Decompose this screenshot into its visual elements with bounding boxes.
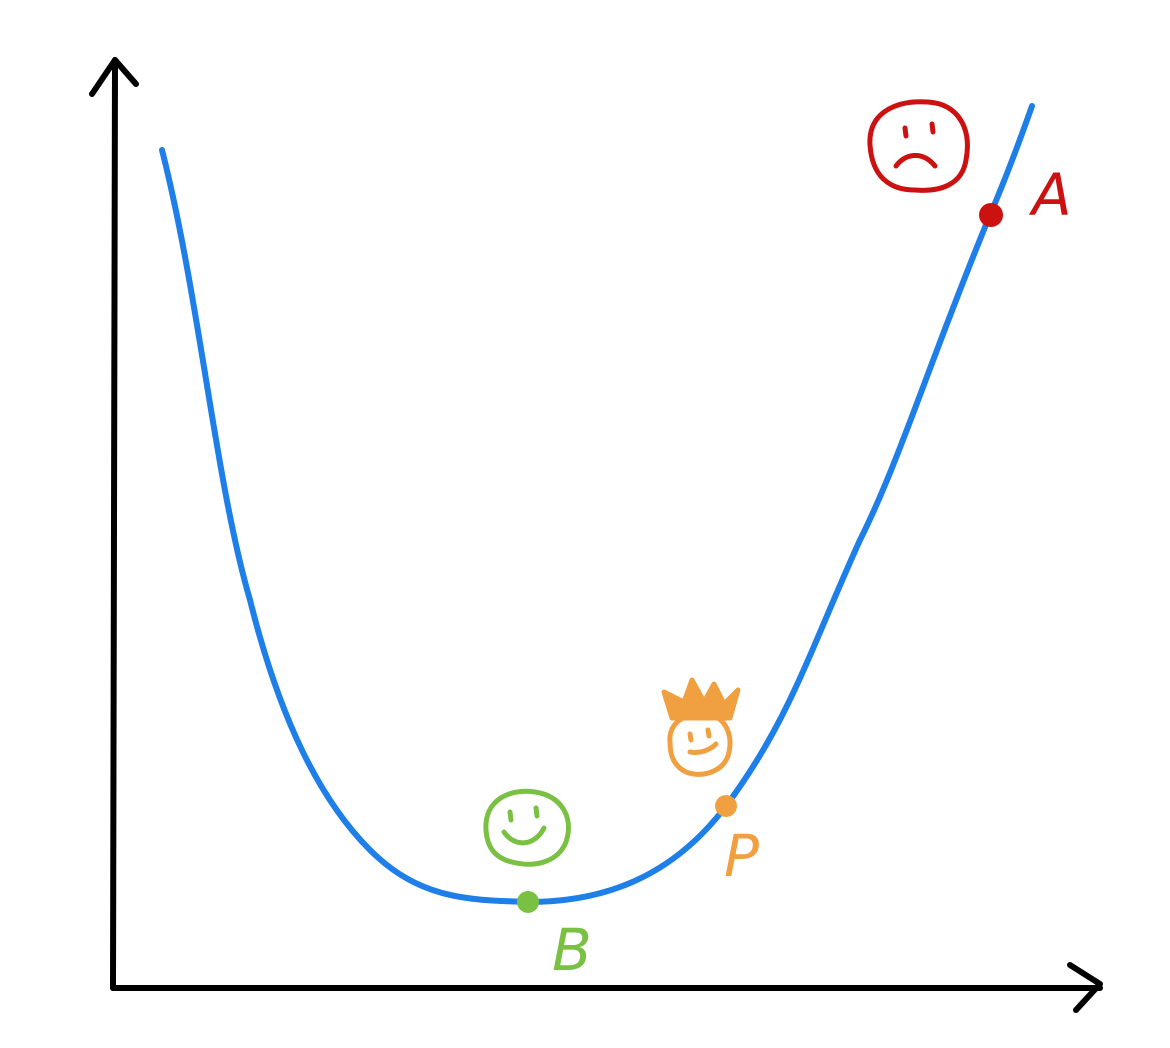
sad-face-icon [867, 99, 970, 193]
point-a-dot [979, 203, 1003, 227]
point-a-group: A [867, 99, 1072, 229]
happy-face-icon [483, 788, 571, 867]
point-b-dot [517, 891, 539, 913]
point-a-label: A [1028, 161, 1072, 229]
point-p-label: P [724, 822, 759, 890]
point-p-group: P [661, 677, 759, 890]
crowned-smirk-face-icon [661, 677, 741, 777]
y-axis-arrowhead [89, 57, 139, 97]
point-b-group: B [483, 788, 592, 984]
loss-curve [159, 103, 1035, 906]
point-b-label: B [552, 916, 592, 984]
y-axis [110, 57, 118, 991]
axes [89, 57, 1103, 1013]
x-axis-arrowhead [1067, 962, 1103, 1013]
point-p-dot [715, 795, 737, 817]
